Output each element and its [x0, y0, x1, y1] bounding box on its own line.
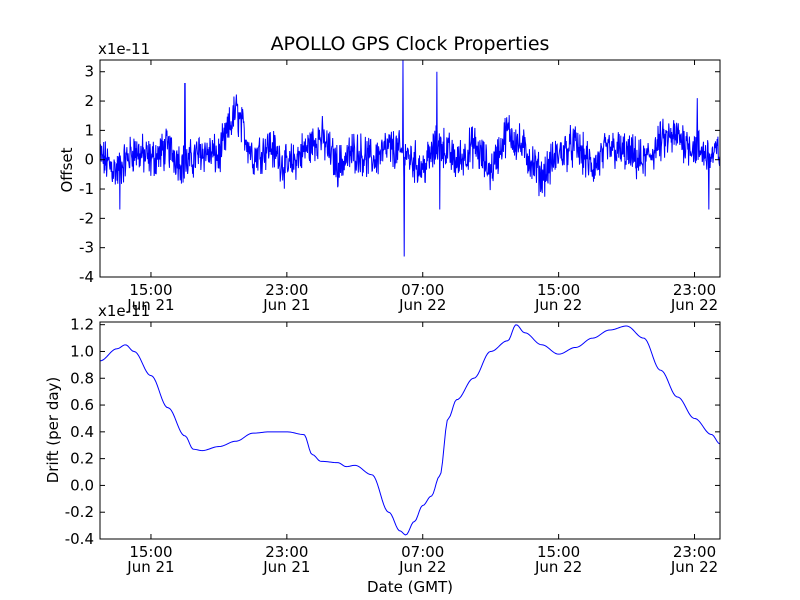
offset-scale-label: x1e-11 [98, 40, 150, 58]
offset-y-tick-label: -2 [79, 209, 94, 227]
offset-x-tick-date-label: Jun 21 [262, 296, 310, 314]
offset-series [99, 59, 721, 257]
drift-x-tick-time-label: 23:00 [673, 543, 716, 561]
offset-y-ticks: 3 2 1 0 -1 -2 -3 -4 [79, 63, 720, 286]
offset-plot-frame [99, 59, 721, 278]
offset-panel: APOLLO GPS Clock Properties x1e-11 Offse… [58, 33, 721, 314]
offset-series-line [99, 59, 721, 257]
offset-x-tick-date-label: Jun 22 [534, 296, 582, 314]
offset-x-tick-date-label: Jun 21 [126, 296, 174, 314]
drift-y-tick-label: 1.2 [70, 316, 94, 334]
drift-y-tick-label: 0.6 [70, 396, 94, 414]
drift-series [99, 324, 721, 536]
drift-x-tick-time-label: 23:00 [265, 543, 308, 561]
drift-x-tick-time-label: 15:00 [129, 543, 172, 561]
drift-y-tick-label: -0.4 [65, 530, 94, 548]
drift-y-tick-label: -0.2 [65, 503, 94, 521]
offset-x-tick-time-label: 07:00 [401, 281, 444, 299]
drift-x-tick-date-label: Jun 22 [670, 558, 718, 576]
offset-x-tick-time-label: 15:00 [537, 281, 580, 299]
offset-x-tick-date-label: Jun 22 [398, 296, 446, 314]
drift-x-tick-time-label: 15:00 [537, 543, 580, 561]
drift-scale-label: x1e-11 [98, 302, 150, 320]
drift-y-axis-label: Drift (per day) [44, 377, 62, 484]
drift-y-tick-label: 0.2 [70, 450, 94, 468]
chart-title: APOLLO GPS Clock Properties [271, 33, 550, 55]
offset-y-tick-label: -4 [79, 268, 94, 286]
offset-y-tick-label: -1 [79, 180, 94, 198]
offset-y-tick-label: 1 [84, 121, 94, 139]
offset-y-tick-label: -3 [79, 239, 94, 257]
offset-y-tick-label: 2 [84, 92, 94, 110]
drift-y-ticks: 1.2 1.0 0.8 0.6 0.4 0.2 0.0 -0.2 -0.4 [65, 316, 720, 548]
offset-y-axis-label: Offset [58, 147, 76, 192]
offset-x-tick-time-label: 23:00 [265, 281, 308, 299]
offset-y-tick-label: 3 [84, 63, 94, 81]
offset-x-tick-date-label: Jun 22 [670, 296, 718, 314]
drift-x-tick-date-label: Jun 21 [262, 558, 310, 576]
drift-y-tick-label: 1.0 [70, 342, 94, 360]
drift-series-line [99, 324, 721, 536]
drift-x-axis-label: Date (GMT) [367, 578, 453, 596]
drift-y-tick-label: 0.4 [70, 423, 94, 441]
drift-x-tick-time-label: 07:00 [401, 543, 444, 561]
drift-y-tick-label: 0.8 [70, 369, 94, 387]
drift-x-tick-date-label: Jun 22 [534, 558, 582, 576]
drift-x-tick-date-label: Jun 21 [126, 558, 174, 576]
offset-x-tick-time-label: 23:00 [673, 281, 716, 299]
drift-panel: x1e-11 Drift (per day) Date (GMT) 1.2 1.0… [44, 302, 721, 596]
offset-x-tick-time-label: 15:00 [129, 281, 172, 299]
offset-y-tick-label: 0 [84, 151, 94, 169]
drift-x-tick-date-label: Jun 22 [398, 558, 446, 576]
drift-y-tick-label: 0.0 [70, 476, 94, 494]
drift-plot-frame [99, 321, 721, 540]
